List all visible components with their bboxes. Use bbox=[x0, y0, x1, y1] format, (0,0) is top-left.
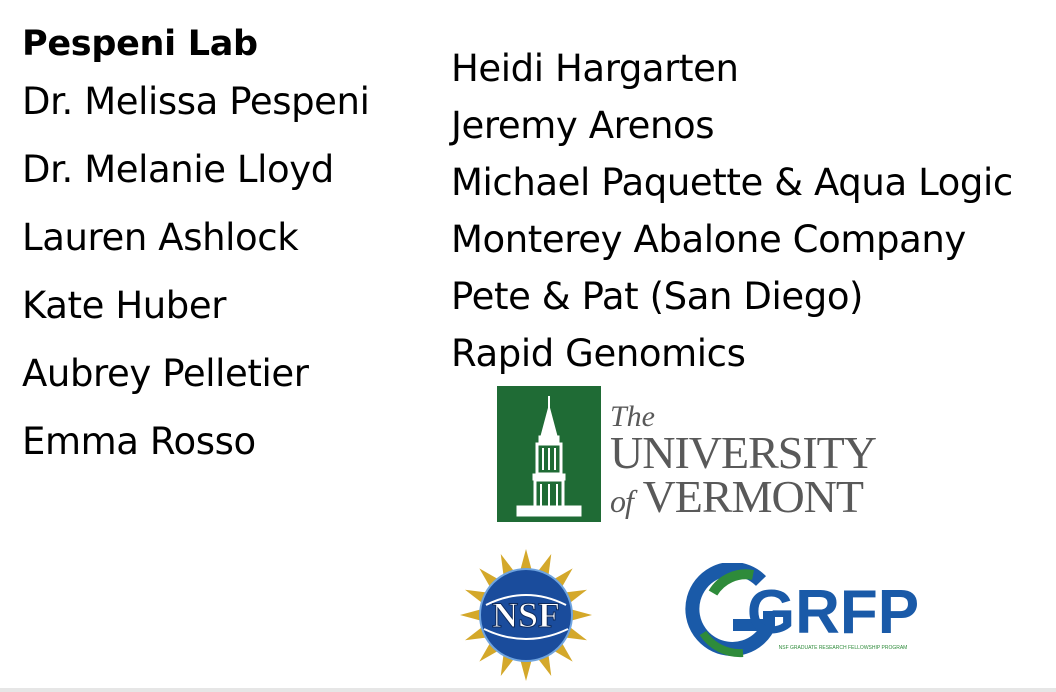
grfp-logo: GRFP NSF GRADUATE RESEARCH FELLOWSHIP PR… bbox=[683, 561, 953, 663]
name-item: Dr. Melanie Lloyd bbox=[22, 148, 334, 191]
lab-heading: Pespeni Lab bbox=[22, 24, 258, 64]
nsf-text: NSF bbox=[492, 595, 560, 635]
name-item: Lauren Ashlock bbox=[22, 216, 299, 259]
uvm-logo: The UNIVERSITY of VERMONT bbox=[497, 386, 877, 524]
name-item: Aubrey Pelletier bbox=[22, 352, 309, 395]
uvm-vermont-line: of VERMONT bbox=[610, 471, 864, 524]
right-column: Heidi Hargarten Jeremy Arenos Michael Pa… bbox=[451, 40, 1013, 382]
nsf-ray bbox=[571, 609, 592, 621]
nsf-ray bbox=[465, 627, 486, 641]
acknowledgement-item: Jeremy Arenos bbox=[451, 104, 715, 147]
acknowledgement-item: Rapid Genomics bbox=[451, 332, 746, 375]
name-item: Kate Huber bbox=[22, 284, 227, 327]
name-item: Dr. Melissa Pespeni bbox=[22, 80, 370, 123]
uvm-of-text: of bbox=[610, 483, 634, 519]
nsf-ray bbox=[500, 554, 514, 575]
nsf-ray bbox=[460, 609, 481, 621]
nsf-ray bbox=[465, 589, 486, 603]
nsf-ray bbox=[566, 589, 587, 603]
uvm-the-text: The bbox=[610, 400, 655, 433]
acknowledgement-item: Michael Paquette & Aqua Logic bbox=[451, 161, 1013, 204]
nsf-ray bbox=[520, 549, 532, 570]
nsf-ray bbox=[566, 627, 587, 641]
grfp-text: GRFP bbox=[747, 578, 919, 647]
nsf-ray bbox=[500, 655, 514, 676]
nsf-ray bbox=[538, 655, 552, 676]
grfp-subtitle: NSF GRADUATE RESEARCH FELLOWSHIP PROGRAM bbox=[779, 645, 908, 651]
uvm-vermont-text: VERMONT bbox=[642, 471, 864, 522]
uvm-university-text: UNIVERSITY bbox=[610, 427, 877, 478]
uvm-tower-icon bbox=[497, 386, 601, 522]
nsf-ray bbox=[538, 554, 552, 575]
divider bbox=[0, 688, 1056, 692]
left-column: Pespeni Lab Dr. Melissa Pespeni Dr. Mela… bbox=[22, 20, 370, 476]
acknowledgement-item: Monterey Abalone Company bbox=[451, 218, 966, 261]
acknowledgement-item: Heidi Hargarten bbox=[451, 47, 739, 90]
nsf-ray bbox=[520, 660, 532, 681]
nsf-logo: NSF bbox=[456, 545, 596, 685]
name-item: Emma Rosso bbox=[22, 420, 256, 463]
acknowledgement-item: Pete & Pat (San Diego) bbox=[451, 275, 864, 318]
